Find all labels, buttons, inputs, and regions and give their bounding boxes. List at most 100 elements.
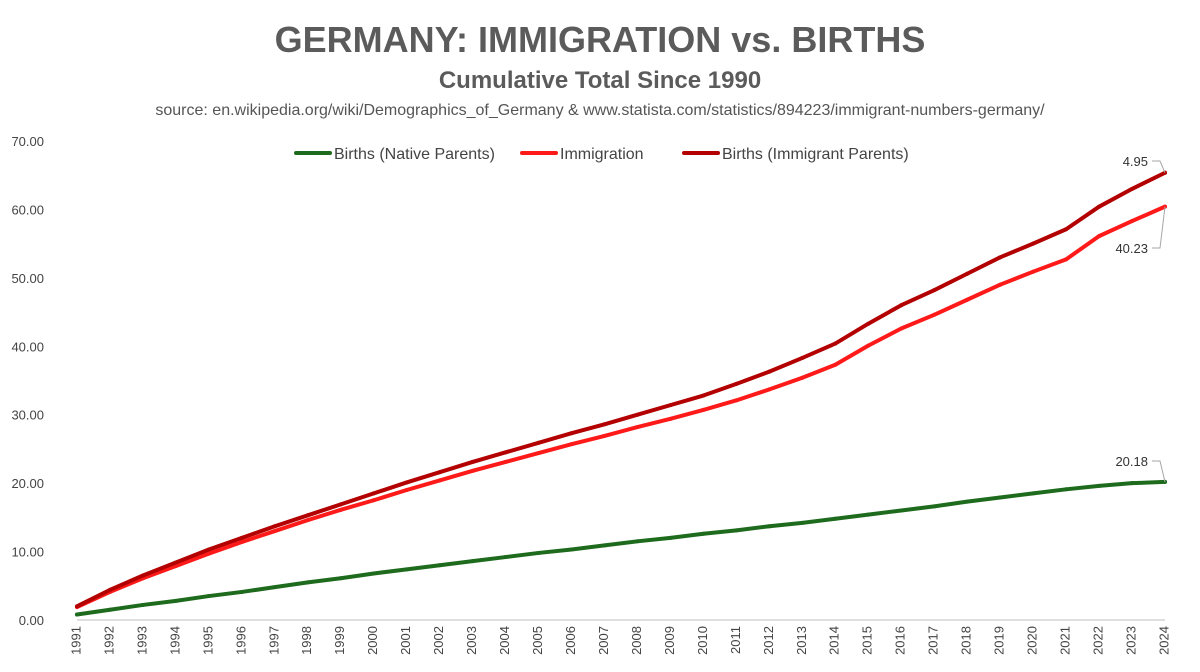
data-point: [932, 504, 937, 509]
data-point: [701, 407, 706, 412]
x-tick-label: 1992: [101, 626, 116, 655]
data-point: [437, 470, 442, 475]
x-tick-label: 1999: [332, 626, 347, 655]
data-point: [404, 480, 409, 485]
data-point: [668, 535, 673, 540]
data-point: [734, 528, 739, 533]
data-label-1: 40.23: [1115, 241, 1148, 256]
data-point: [1130, 186, 1135, 191]
data-point: [470, 459, 475, 464]
x-tick-label: 2023: [1123, 626, 1138, 655]
data-point: [1097, 483, 1102, 488]
legend-label: Births (Immigrant Parents): [722, 146, 909, 163]
data-point: [1031, 269, 1036, 274]
x-tick-label: 1991: [68, 626, 83, 655]
data-point: [833, 341, 838, 346]
x-tick-label: 2010: [695, 626, 710, 655]
y-tick-label: 40.00: [11, 339, 44, 354]
data-point: [173, 598, 178, 603]
x-axis: 1991 1992 1993 1994 1995 1996 1997 1998 1999 2000…: [68, 619, 1171, 655]
data-point: [272, 585, 277, 590]
data-point: [569, 442, 574, 447]
data-point: [899, 326, 904, 331]
x-tick-label: 2000: [365, 626, 380, 655]
data-point: [338, 507, 343, 512]
x-tick-label: 1998: [299, 626, 314, 655]
x-tick-label: 2001: [398, 626, 413, 655]
data-point: [371, 571, 376, 576]
data-point: [833, 516, 838, 521]
data-point: [272, 529, 277, 534]
data-point: [371, 491, 376, 496]
data-label-leader-2: [1152, 160, 1166, 173]
series-line-2: [75, 170, 1167, 609]
y-tick-label: 20.00: [11, 476, 44, 491]
data-point: [800, 355, 805, 360]
legend: Births (Native Parents) Immigration Births…: [294, 146, 909, 163]
series-line-0: [75, 479, 1167, 617]
data-point: [75, 612, 79, 617]
data-point: [437, 563, 442, 568]
data-point: [866, 321, 871, 326]
data-point: [305, 580, 310, 585]
data-point: [107, 587, 112, 592]
x-tick-label: 1997: [266, 626, 281, 655]
legend-item-1: Immigration: [520, 146, 644, 163]
data-point: [998, 255, 1003, 260]
chart-source: source: en.wikipedia.org/wiki/Demographi…: [155, 102, 1045, 119]
data-point: [305, 518, 310, 523]
data-point: [602, 422, 607, 427]
x-tick-label: 2017: [926, 626, 941, 655]
data-point: [800, 520, 805, 525]
legend-label: Births (Native Parents): [334, 146, 495, 163]
x-tick-label: 2013: [794, 626, 809, 655]
data-point: [965, 297, 970, 302]
data-point: [536, 440, 541, 445]
y-tick-label: 30.00: [11, 408, 44, 423]
data-point: [1064, 227, 1069, 232]
data-point: [1130, 219, 1135, 224]
x-tick-label: 2019: [992, 626, 1007, 655]
data-point: [767, 524, 772, 529]
x-tick-label: 2015: [860, 626, 875, 655]
data-point: [536, 550, 541, 555]
data-point: [965, 499, 970, 504]
x-tick-label: 1993: [134, 626, 149, 655]
data-point: [1031, 491, 1036, 496]
x-tick-label: 2008: [629, 626, 644, 655]
data-point: [470, 468, 475, 473]
x-tick-label: 2022: [1090, 626, 1105, 655]
data-point: [866, 512, 871, 517]
data-point: [1031, 241, 1036, 246]
data-point: [272, 524, 277, 529]
y-tick-label: 70.00: [11, 134, 44, 149]
x-tick-label: 2002: [431, 626, 446, 655]
data-point: [635, 412, 640, 417]
data-point: [1064, 257, 1069, 262]
data-point: [767, 369, 772, 374]
x-tick-label: 2011: [728, 626, 743, 654]
data-point: [833, 362, 838, 367]
data-point: [701, 531, 706, 536]
data-point: [503, 459, 508, 464]
data-label-0: 20.18: [1115, 454, 1148, 469]
data-point: [899, 303, 904, 308]
data-point: [305, 513, 310, 518]
data-point: [404, 487, 409, 492]
data-point: [965, 271, 970, 276]
legend-item-2: Births (Immigrant Parents): [682, 146, 909, 163]
data-point: [1130, 481, 1135, 486]
data-point: [140, 573, 145, 578]
data-point: [536, 451, 541, 456]
data-point: [701, 393, 706, 398]
x-tick-label: 2009: [662, 626, 677, 655]
data-point: [602, 543, 607, 548]
data-point: [998, 282, 1003, 287]
y-tick-label: 50.00: [11, 271, 44, 286]
data-point: [602, 433, 607, 438]
data-point: [338, 502, 343, 507]
data-point: [503, 450, 508, 455]
x-tick-label: 1994: [167, 626, 182, 655]
data-point: [1097, 204, 1102, 209]
x-tick-label: 2021: [1058, 626, 1073, 655]
